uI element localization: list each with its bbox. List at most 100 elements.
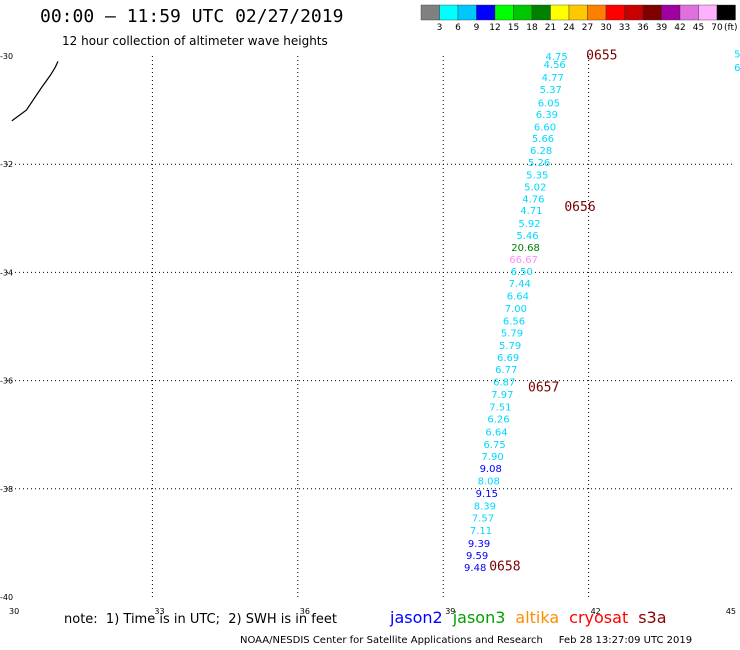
legend-swatch bbox=[513, 4, 533, 21]
swh-value: 5.35 bbox=[526, 170, 548, 181]
legend-swatch bbox=[698, 4, 718, 21]
y-tick-label: -36 bbox=[0, 377, 13, 386]
satellite-s3a: s3a bbox=[638, 608, 667, 627]
satellite-altika: altika bbox=[515, 608, 560, 627]
swh-value: 6.64 bbox=[507, 292, 529, 303]
swh-value: 4.71 bbox=[520, 206, 542, 217]
swh-value: 6.28 bbox=[530, 146, 552, 157]
y-tick-label: -34 bbox=[0, 268, 13, 277]
legend-label: 3 bbox=[437, 23, 443, 33]
page-subtitle: 12 hour collection of altimeter wave hei… bbox=[62, 34, 328, 48]
legend-swatch bbox=[494, 4, 514, 21]
swh-value: 4.75 bbox=[545, 52, 567, 63]
color-legend: 3 6 9 12 15 18 21 24 27 30 33 36 39 42 45 70 (ft) bbox=[420, 4, 738, 33]
page-title: 00:00 – 11:59 UTC 02/27/2019 bbox=[40, 6, 344, 27]
swh-value: 7.44 bbox=[509, 279, 531, 290]
legend-label: 24 bbox=[563, 23, 575, 33]
swh-value: 7.90 bbox=[482, 452, 504, 463]
legend-swatch bbox=[624, 4, 644, 21]
swh-value: 5.66 bbox=[532, 134, 554, 145]
time-label: 0658 bbox=[489, 560, 520, 575]
swh-value: 4.76 bbox=[522, 194, 544, 205]
satellite-cryosat: cryosat bbox=[569, 608, 629, 627]
legend-swatch bbox=[587, 4, 607, 21]
footer-note: note: 1) Time is in UTC; 2) SWH is in fe… bbox=[64, 612, 337, 627]
legend-label: 27 bbox=[582, 23, 593, 33]
legend-swatch bbox=[661, 4, 681, 21]
legend-label: 70 bbox=[711, 23, 723, 33]
legend-unit: (ft) bbox=[724, 23, 738, 33]
legend-swatch bbox=[550, 4, 570, 21]
swh-value: 9.59 bbox=[466, 551, 488, 562]
swh-value: 8.08 bbox=[478, 477, 500, 488]
legend-label: 6 bbox=[455, 23, 461, 33]
y-tick-label: -38 bbox=[0, 485, 13, 494]
time-label: 0656 bbox=[564, 200, 595, 215]
legend-label: 12 bbox=[489, 23, 500, 33]
time-label: 0655 bbox=[586, 48, 617, 63]
swh-value: 5.79 bbox=[501, 328, 523, 339]
x-tick-label: 33 bbox=[154, 607, 164, 616]
x-tick-label: 45 bbox=[726, 607, 736, 616]
legend-swatch bbox=[679, 4, 699, 21]
swh-value: 4.56 bbox=[544, 60, 566, 71]
legend-label: 30 bbox=[600, 23, 612, 33]
legend-swatch bbox=[420, 4, 440, 21]
x-tick-label: 30 bbox=[9, 607, 19, 616]
swh-value: 9.39 bbox=[468, 539, 490, 550]
legend-swatch bbox=[716, 4, 736, 21]
swh-value: 5.26 bbox=[528, 158, 550, 169]
swh-value-edge: 6. bbox=[734, 63, 740, 74]
legend-label: 39 bbox=[656, 23, 668, 33]
y-tick-label: -32 bbox=[0, 160, 13, 169]
swh-value-edge: 5. bbox=[734, 49, 740, 60]
coastline bbox=[11, 61, 59, 122]
swh-value: 8.39 bbox=[474, 502, 496, 513]
legend-label: 21 bbox=[545, 23, 556, 33]
satellite-legend: jason2 jason3 altika cryosat s3a bbox=[390, 608, 677, 627]
satellite-jason2: jason2 bbox=[390, 608, 443, 627]
x-tick-label: 42 bbox=[591, 607, 601, 616]
swh-value: 9.48 bbox=[464, 563, 486, 574]
swh-value: 4.77 bbox=[542, 73, 564, 84]
legend-swatch bbox=[568, 4, 588, 21]
legend-swatch bbox=[531, 4, 551, 21]
swh-value: 5.46 bbox=[516, 231, 538, 242]
swh-value: 20.68 bbox=[511, 243, 540, 254]
legend-label: 36 bbox=[637, 23, 649, 33]
legend-label: 18 bbox=[526, 23, 538, 33]
swh-value: 7.97 bbox=[491, 390, 513, 401]
swh-value: 6.60 bbox=[534, 122, 556, 133]
grid-lines bbox=[7, 56, 734, 597]
swh-value: 6.69 bbox=[497, 353, 519, 364]
swh-value: 66.67 bbox=[509, 255, 538, 266]
swh-value: 7.11 bbox=[470, 526, 492, 537]
time-labels: 0655 0656 0657 0658 bbox=[489, 48, 617, 574]
swh-value: 9.15 bbox=[476, 489, 498, 500]
legend-label: 33 bbox=[619, 23, 630, 33]
swh-value: 7.57 bbox=[472, 513, 494, 524]
legend-swatch bbox=[476, 4, 496, 21]
swh-value: 7.51 bbox=[489, 403, 511, 414]
swh-value: 5.92 bbox=[518, 219, 540, 230]
legend-label: 42 bbox=[674, 23, 685, 33]
footer-credit: NOAA/NESDIS Center for Satellite Applica… bbox=[240, 635, 693, 646]
legend-swatch bbox=[642, 4, 662, 21]
y-tick-label: -30 bbox=[0, 52, 13, 61]
swh-value: 6.75 bbox=[483, 440, 505, 451]
legend-label: 15 bbox=[508, 23, 519, 33]
legend-swatch bbox=[605, 4, 625, 21]
swh-value: 6.77 bbox=[495, 365, 517, 376]
legend-label: 9 bbox=[474, 23, 480, 33]
x-tick-label: 39 bbox=[445, 607, 455, 616]
legend-label: 45 bbox=[693, 23, 704, 33]
axis-ticks: 30 33 36 39 42 45 -30 -32 -34 -36 -38 -40 bbox=[0, 52, 736, 616]
swh-value: 9.08 bbox=[480, 464, 502, 475]
legend-swatch bbox=[439, 4, 459, 21]
swh-value: 6.05 bbox=[538, 99, 560, 110]
swh-value: 5.79 bbox=[499, 341, 521, 352]
legend-swatch bbox=[457, 4, 477, 21]
swh-value: 6.56 bbox=[503, 317, 525, 328]
time-label: 0657 bbox=[528, 381, 559, 396]
